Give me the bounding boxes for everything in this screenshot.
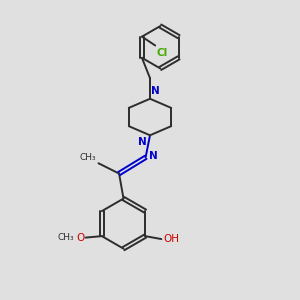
Text: OH: OH — [164, 234, 180, 244]
Text: CH₃: CH₃ — [58, 233, 74, 242]
Text: N: N — [138, 137, 146, 147]
Text: N: N — [149, 151, 158, 161]
Text: Cl: Cl — [157, 48, 168, 58]
Text: CH₃: CH₃ — [80, 153, 96, 162]
Text: O: O — [76, 232, 84, 243]
Text: N: N — [152, 86, 160, 96]
